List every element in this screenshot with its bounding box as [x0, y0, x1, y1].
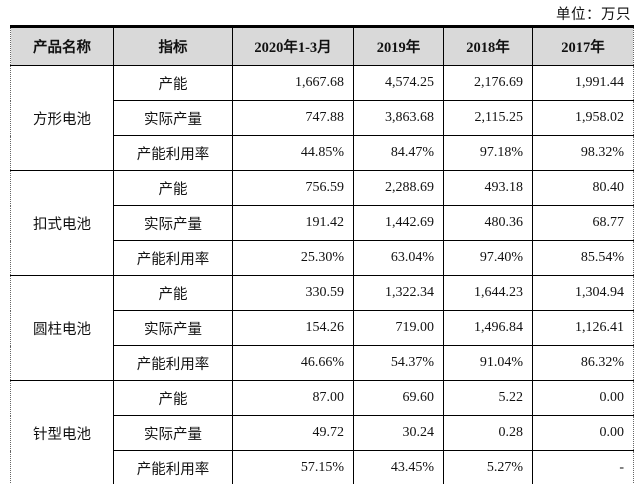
- table-row: 圆柱电池 产能 330.59 1,322.34 1,644.23 1,304.9…: [10, 275, 634, 381]
- value-cell: 5.22: [443, 380, 533, 416]
- value-cell: 747.88: [232, 100, 354, 136]
- value-cell: 2,115.25: [443, 100, 533, 136]
- value-cell: 5.27%: [443, 450, 533, 484]
- table-row: 实际产量 154.26 719.00 1,496.84 1,126.41: [11, 310, 634, 346]
- value-cell: 480.36: [443, 205, 533, 241]
- value-cell: 63.04%: [353, 240, 444, 276]
- metric-cell: 产能: [113, 65, 233, 101]
- column-header-metric: 指标: [113, 26, 233, 66]
- value-cell: 1,644.23: [443, 275, 533, 311]
- value-cell: 98.32%: [532, 135, 634, 171]
- metric-cell: 产能利用率: [113, 345, 233, 381]
- value-cell: 1,991.44: [532, 65, 634, 101]
- metric-cell: 产能: [113, 275, 233, 311]
- value-cell: 86.32%: [532, 345, 634, 381]
- value-cell: 44.85%: [232, 135, 354, 171]
- value-cell: 1,496.84: [443, 310, 533, 346]
- table-row: 产能利用率 46.66% 54.37% 91.04% 86.32%: [11, 345, 634, 381]
- metric-cell: 产能利用率: [113, 450, 233, 484]
- table-row: 产能利用率 57.15% 43.45% 5.27% -: [11, 450, 634, 484]
- value-cell: 49.72: [232, 415, 354, 451]
- metric-cell: 产能: [113, 170, 233, 206]
- value-cell: 80.40: [532, 170, 634, 206]
- metric-cell: 实际产量: [113, 205, 233, 241]
- value-cell: 30.24: [353, 415, 444, 451]
- value-cell: 493.18: [443, 170, 533, 206]
- table-row: 针型电池 产能 87.00 69.60 5.22 0.00: [10, 380, 634, 484]
- column-header-2018: 2018年: [443, 26, 533, 66]
- metric-cell: 实际产量: [113, 310, 233, 346]
- column-header-2020q1: 2020年1-3月: [232, 26, 354, 66]
- value-cell: 54.37%: [353, 345, 444, 381]
- product-cell: 圆柱电池: [10, 275, 114, 381]
- value-cell: 0.00: [532, 380, 634, 416]
- table-row: 实际产量 191.42 1,442.69 480.36 68.77: [11, 205, 634, 241]
- metric-cell: 实际产量: [113, 100, 233, 136]
- value-cell: 2,288.69: [353, 170, 444, 206]
- metric-cell: 实际产量: [113, 415, 233, 451]
- table-row: 方形电池 产能 1,667.68 4,574.25 2,176.69 1,991…: [10, 65, 634, 171]
- value-cell: 719.00: [353, 310, 444, 346]
- value-cell: 1,667.68: [232, 65, 354, 101]
- table-row: 实际产量 747.88 3,863.68 2,115.25 1,958.02: [11, 100, 634, 136]
- metric-cell: 产能利用率: [113, 135, 233, 171]
- value-cell: -: [532, 450, 634, 484]
- column-header-2019: 2019年: [353, 26, 444, 66]
- value-cell: 97.40%: [443, 240, 533, 276]
- metric-cell: 产能利用率: [113, 240, 233, 276]
- value-cell: 85.54%: [532, 240, 634, 276]
- value-cell: 84.47%: [353, 135, 444, 171]
- column-header-product: 产品名称: [10, 26, 114, 66]
- value-cell: 25.30%: [232, 240, 354, 276]
- value-cell: 154.26: [232, 310, 354, 346]
- value-cell: 68.77: [532, 205, 634, 241]
- value-cell: 0.00: [532, 415, 634, 451]
- value-cell: 87.00: [232, 380, 354, 416]
- product-cell: 方形电池: [10, 65, 114, 171]
- value-cell: 756.59: [232, 170, 354, 206]
- value-cell: 97.18%: [443, 135, 533, 171]
- value-cell: 1,442.69: [353, 205, 444, 241]
- value-cell: 3,863.68: [353, 100, 444, 136]
- table-row: 扣式电池 产能 756.59 2,288.69 493.18 80.40: [10, 170, 634, 276]
- value-cell: 57.15%: [232, 450, 354, 484]
- value-cell: 0.28: [443, 415, 533, 451]
- value-cell: 191.42: [232, 205, 354, 241]
- table-header-row: 产品名称 指标 2020年1-3月 2019年 2018年 2017年: [10, 26, 634, 66]
- value-cell: 69.60: [353, 380, 444, 416]
- unit-label: 单位：万只: [556, 7, 631, 23]
- product-cell: 针型电池: [10, 380, 114, 484]
- table-row: 产能利用率 44.85% 84.47% 97.18% 98.32%: [11, 135, 634, 171]
- value-cell: 4,574.25: [353, 65, 444, 101]
- product-cell: 扣式电池: [10, 170, 114, 276]
- value-cell: 330.59: [232, 275, 354, 311]
- value-cell: 1,322.34: [353, 275, 444, 311]
- value-cell: 1,304.94: [532, 275, 634, 311]
- value-cell: 1,958.02: [532, 100, 634, 136]
- value-cell: 1,126.41: [532, 310, 634, 346]
- value-cell: 2,176.69: [443, 65, 533, 101]
- value-cell: 43.45%: [353, 450, 444, 484]
- value-cell: 91.04%: [443, 345, 533, 381]
- metric-cell: 产能: [113, 380, 233, 416]
- column-header-2017: 2017年: [532, 26, 634, 66]
- value-cell: 46.66%: [232, 345, 354, 381]
- capacity-table: 产品名称 指标 2020年1-3月 2019年 2018年 2017年 方形电池…: [10, 25, 634, 484]
- table-row: 产能利用率 25.30% 63.04% 97.40% 85.54%: [11, 240, 634, 276]
